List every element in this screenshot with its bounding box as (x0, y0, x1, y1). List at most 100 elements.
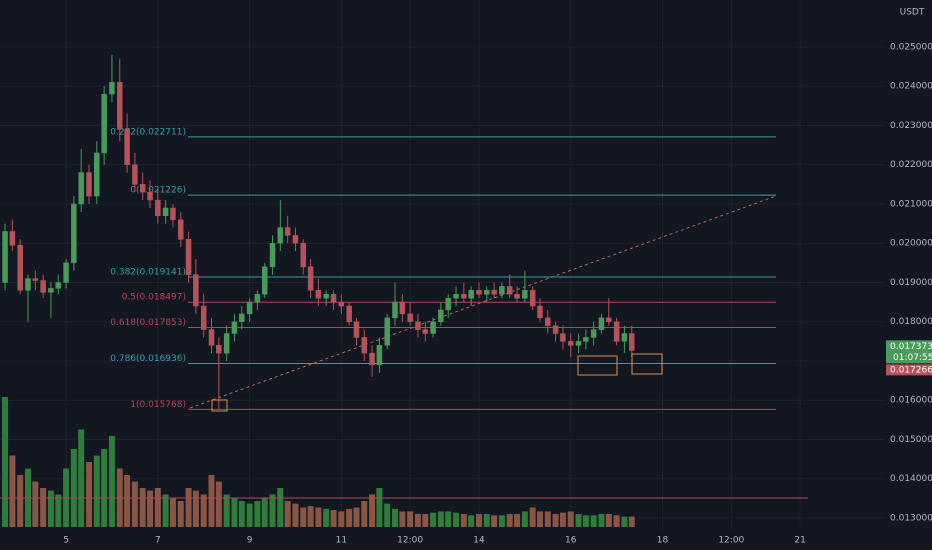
candle-body (399, 301, 406, 315)
candle-body (346, 305, 352, 322)
candle-body (330, 294, 337, 303)
candle-body (567, 341, 574, 346)
candle-body (185, 239, 192, 275)
candle-body (307, 266, 314, 291)
candle-body (445, 297, 451, 311)
candle-body (453, 294, 459, 299)
volume-bar (261, 498, 268, 527)
volume-bar (223, 494, 230, 527)
fib-label: 0.786(0.016936) (110, 354, 186, 364)
candle-body (116, 82, 123, 130)
countdown-label: 01:07:55 (893, 353, 932, 363)
y-tick-label: 0.014000 (890, 474, 932, 484)
candle-body (506, 286, 513, 295)
candle-body (353, 321, 360, 338)
volume-bar (628, 516, 635, 527)
currency-label: USDT (900, 8, 925, 18)
volume-bar (47, 490, 54, 527)
volume-bar (2, 397, 9, 527)
candle-body (522, 290, 528, 299)
candle-body (2, 231, 8, 283)
volume-bar (70, 449, 77, 527)
candle-body (32, 278, 39, 281)
candle-body (476, 290, 482, 295)
candle-body (384, 317, 390, 346)
volume-bar (353, 507, 360, 527)
candle-body (155, 199, 161, 217)
volume-bar (277, 488, 284, 527)
volume-bar (552, 514, 559, 527)
volume-bar (582, 515, 589, 527)
volume-bar (338, 511, 345, 527)
y-tick-label: 0.021000 (890, 199, 932, 209)
x-tick-label: 12:00 (397, 536, 423, 546)
volume-bar (246, 503, 253, 527)
volume-bar (32, 481, 39, 527)
candle-body (246, 301, 253, 315)
y-tick-label: 0.023000 (890, 121, 932, 131)
candle-body (461, 294, 467, 299)
candle-body (323, 294, 329, 299)
y-tick-label: 0.015000 (890, 435, 932, 445)
x-tick-label: 16 (565, 536, 577, 546)
volume-bar (590, 515, 597, 527)
fib-label: 0.272(0.022711) (110, 127, 186, 137)
candle-body (407, 313, 413, 322)
volume-bar (445, 511, 452, 527)
volume-bar (453, 512, 460, 527)
candle-body (376, 345, 383, 366)
candle-body (575, 341, 582, 346)
volume-bar (468, 515, 475, 527)
candle-body (598, 317, 605, 330)
x-tick-label: 7 (155, 536, 161, 546)
axis-layer: 0.0130000.0140000.0150000.0160000.017000… (63, 42, 932, 546)
candle-body (193, 274, 199, 307)
candle-body (254, 294, 261, 303)
fib-label: 0.618(0.017853) (110, 318, 186, 328)
fib-label: 1(0.015768) (130, 400, 186, 410)
volume-bar (529, 507, 536, 527)
candle-body (468, 290, 474, 299)
volume-bar (9, 455, 16, 527)
volume-bar (238, 501, 245, 527)
candle-body (430, 321, 436, 334)
volume-bar (254, 501, 261, 527)
volume-bar (536, 511, 543, 527)
candle-body (606, 317, 612, 322)
candle-body (71, 203, 77, 264)
volume-bar (414, 514, 421, 527)
candle-body (415, 321, 421, 330)
current-price-label: 0.017266 (890, 365, 932, 375)
candle-body (300, 242, 307, 268)
volume-bar (369, 494, 376, 527)
y-tick-label: 0.022000 (890, 160, 932, 170)
candle-body (491, 290, 497, 295)
candle-body (132, 164, 138, 185)
volume-bar (475, 514, 482, 527)
y-tick-label: 0.018000 (890, 317, 932, 327)
x-tick-label: 9 (247, 536, 253, 546)
volume-bar (162, 494, 169, 527)
candle-body (124, 129, 130, 165)
candle-body (392, 301, 398, 319)
volume-bar (598, 514, 605, 527)
volume-bar (17, 475, 24, 527)
volume-bar (613, 515, 620, 527)
candle-body (17, 244, 23, 291)
volume-bar (284, 501, 291, 527)
candle-body (361, 337, 368, 354)
volume-bar (307, 506, 314, 527)
last-price-label: 0.017373 (890, 342, 932, 352)
x-tick-label: 18 (657, 536, 669, 546)
volume-bar (300, 507, 307, 527)
volume-bar (208, 475, 215, 527)
candle-body (628, 333, 635, 351)
volume-bar (55, 494, 62, 527)
highlight-box (211, 399, 228, 412)
trend-line (189, 195, 777, 409)
volume-bar (483, 514, 490, 527)
volume-bar (498, 515, 505, 527)
last-price-box (886, 340, 932, 364)
